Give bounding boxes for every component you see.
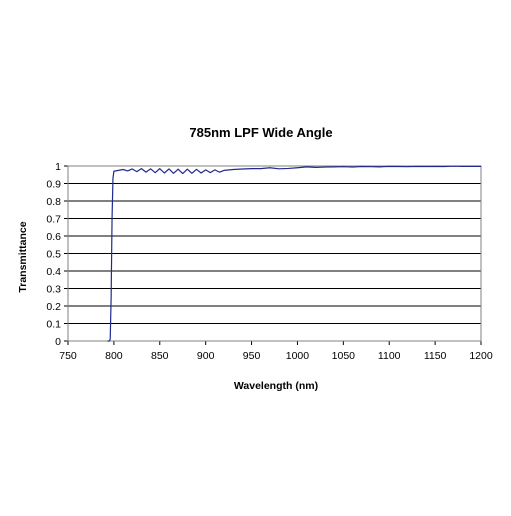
x-tick-label: 1150 — [424, 350, 447, 362]
series-line — [107, 165, 481, 342]
y-tick-label: 0.6 — [46, 231, 61, 243]
x-tick-label: 750 — [59, 350, 77, 362]
y-tick-label: 0.4 — [46, 266, 61, 278]
y-tick-labels: 0 0.1 0.2 0.3 0.4 0.5 0.6 0.7 0.8 0.9 1 — [46, 161, 61, 348]
y-tick-label: 0.5 — [46, 249, 61, 261]
x-tick-label: 950 — [243, 350, 261, 362]
y-tick-label: 0.8 — [46, 196, 61, 208]
y-tick-label: 0 — [55, 336, 61, 348]
x-axis-label: Wavelength (nm) — [234, 380, 318, 392]
series-layer — [107, 165, 481, 342]
x-tick-label: 1050 — [332, 350, 356, 362]
x-tick-label: 850 — [151, 350, 169, 362]
x-tick-label: 1000 — [286, 350, 310, 362]
x-tick-label: 1100 — [378, 350, 401, 362]
y-axis-label: Transmittance — [17, 221, 29, 292]
y-tick-label: 0.2 — [46, 301, 61, 313]
x-tick-label: 900 — [197, 350, 215, 362]
x-tick-labels: 750 800 850 900 950 1000 1050 1100 1150 1200 — [59, 350, 493, 362]
y-tick-label: 0.7 — [46, 214, 61, 226]
y-tick-label: 1 — [55, 161, 61, 173]
plot-area-frame — [67, 165, 482, 342]
grid-lines — [64, 165, 482, 345]
chart-title: 785nm LPF Wide Angle — [189, 125, 332, 140]
x-tick-label: 800 — [105, 350, 123, 362]
y-tick-label: 0.1 — [46, 319, 61, 331]
y-tick-label: 0.3 — [46, 284, 61, 296]
y-tick-label: 0.9 — [46, 179, 61, 191]
x-tick-label: 1200 — [469, 350, 493, 362]
